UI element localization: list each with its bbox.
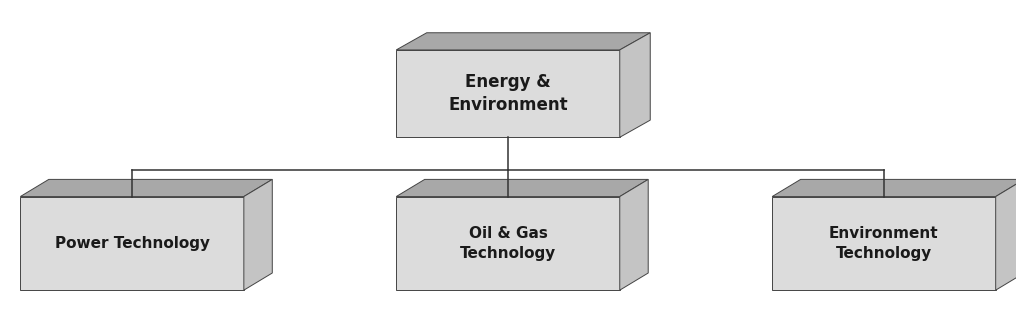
Polygon shape xyxy=(396,50,620,137)
Polygon shape xyxy=(396,179,648,197)
Polygon shape xyxy=(396,33,650,50)
Polygon shape xyxy=(396,197,620,290)
Polygon shape xyxy=(620,33,650,137)
Polygon shape xyxy=(20,197,244,290)
Polygon shape xyxy=(772,197,996,290)
Text: Oil & Gas
Technology: Oil & Gas Technology xyxy=(460,226,556,261)
Polygon shape xyxy=(244,179,272,290)
Polygon shape xyxy=(772,179,1016,197)
Text: Power Technology: Power Technology xyxy=(55,236,209,251)
Polygon shape xyxy=(996,179,1016,290)
Polygon shape xyxy=(20,179,272,197)
Polygon shape xyxy=(620,179,648,290)
Text: Environment
Technology: Environment Technology xyxy=(829,226,939,261)
Text: Energy &
Environment: Energy & Environment xyxy=(448,73,568,115)
